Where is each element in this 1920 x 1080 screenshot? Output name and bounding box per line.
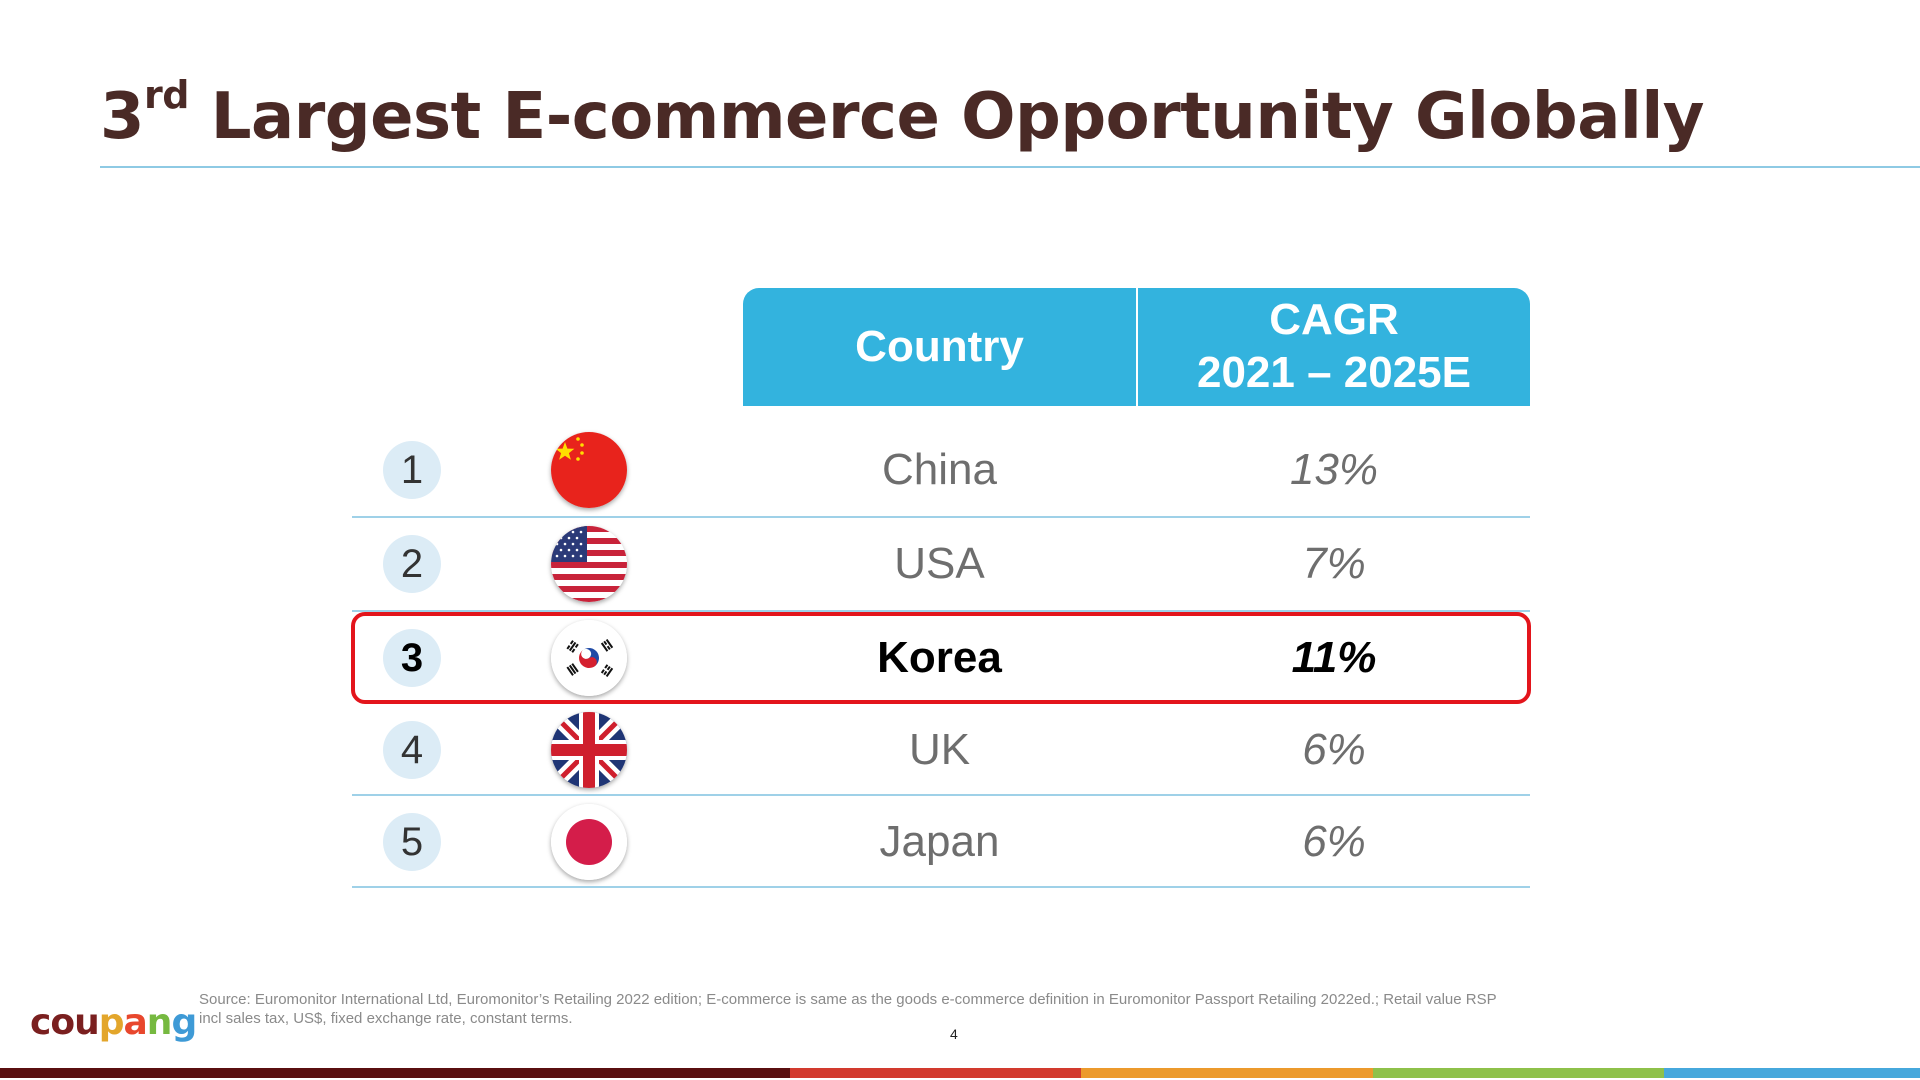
logo-letter: u — [74, 1002, 100, 1043]
japan-flag-icon — [551, 804, 627, 880]
title-rest: Largest E-commerce Opportunity Globally — [188, 80, 1705, 154]
table-row: 2 USA 7% — [352, 518, 1530, 610]
bottom-bar-segment — [790, 1068, 1081, 1078]
title-divider — [100, 166, 1920, 168]
rank-badge: 4 — [383, 721, 441, 779]
cagr-value: 11% — [1291, 633, 1377, 682]
cagr-value: 7% — [1302, 539, 1366, 588]
rank-badge: 1 — [383, 441, 441, 499]
cagr-value: 6% — [1302, 817, 1366, 866]
korea-flag-icon — [551, 620, 627, 696]
highlight-outline — [351, 612, 1531, 704]
country-name: Japan — [879, 817, 1000, 866]
row-divider — [352, 610, 1530, 612]
header-cagr: CAGR 2021 – 2025E — [1138, 288, 1530, 406]
country-name: USA — [894, 539, 985, 588]
source-note: Source: Euromonitor International Ltd, E… — [199, 991, 1497, 1027]
cagr-value: 6% — [1302, 725, 1366, 774]
bottom-bar-segment — [1664, 1068, 1920, 1078]
logo-letter: p — [98, 1002, 125, 1043]
header-country-label: Country — [855, 322, 1024, 371]
bottom-bar-segment — [1373, 1068, 1664, 1078]
title-superscript: rd — [144, 73, 189, 117]
header-cagr-line1: CAGR — [1269, 295, 1399, 345]
logo-letter: o — [50, 1002, 75, 1043]
page-number: 4 — [950, 1026, 958, 1042]
header-cagr-line2: 2021 – 2025E — [1196, 348, 1472, 397]
country-name: China — [882, 445, 997, 494]
slide-title: 3rd Largest E-commerce Opportunity Globa… — [100, 76, 1705, 154]
row-divider — [352, 794, 1530, 796]
row-divider — [352, 516, 1530, 518]
uk-flag-icon — [551, 712, 627, 788]
rank-badge: 3 — [383, 629, 441, 687]
row-divider — [352, 886, 1530, 888]
table-row: 4 UK 6% — [352, 704, 1530, 796]
china-flag-icon — [551, 432, 627, 508]
table-row: 5 Japan 6% — [352, 796, 1530, 888]
table-row-highlighted: 3 Korea 11% — [352, 612, 1530, 704]
usa-flag-icon — [551, 526, 627, 602]
rank-badge: 5 — [383, 813, 441, 871]
logo-letter: g — [171, 1002, 197, 1043]
coupang-logo: coupang — [30, 1002, 197, 1043]
title-prefix: 3 — [100, 80, 145, 154]
logo-letter: a — [123, 1002, 148, 1043]
country-name: Korea — [877, 633, 1002, 682]
rank-badge: 2 — [383, 535, 441, 593]
header-country: Country — [743, 288, 1136, 406]
cagr-value: 13% — [1289, 445, 1379, 494]
logo-letter: c — [30, 1002, 51, 1043]
bottom-color-bar — [0, 1068, 1920, 1078]
logo-letter: n — [146, 1002, 173, 1043]
bottom-bar-segment — [1081, 1068, 1373, 1078]
table-row: 1 China 13% — [352, 424, 1530, 516]
bottom-bar-segment — [0, 1068, 790, 1078]
country-name: UK — [908, 725, 971, 774]
